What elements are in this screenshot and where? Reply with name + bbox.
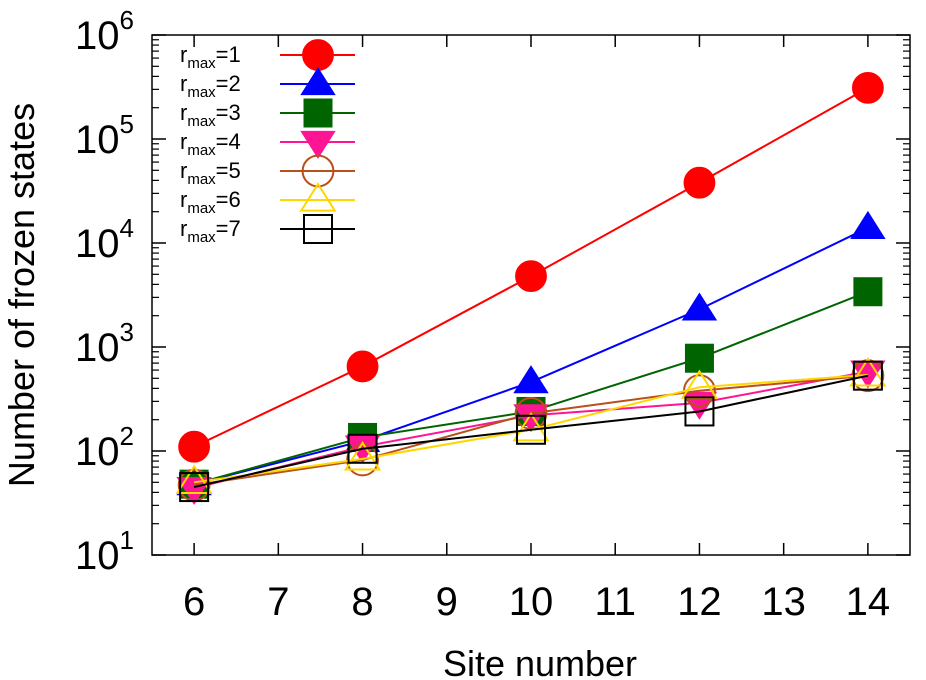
- plot-frame: [151, 34, 911, 556]
- y-tick-label: 101: [75, 525, 134, 578]
- point-marker: [303, 98, 333, 128]
- x-tick-label: 14: [846, 580, 891, 624]
- series-7: [179, 360, 883, 503]
- legend-entry-2: rmax=2: [180, 67, 355, 101]
- point-marker: [849, 356, 887, 387]
- point-marker: [300, 67, 336, 96]
- legend-label: rmax=5: [180, 158, 241, 188]
- point-marker: [684, 343, 714, 373]
- legend-label: rmax=4: [180, 129, 241, 159]
- x-tick-label: 13: [761, 580, 806, 624]
- legend-label: rmax=6: [180, 187, 241, 217]
- legend: rmax=1rmax=2rmax=3rmax=4rmax=5rmax=6rmax…: [180, 39, 355, 246]
- point-marker: [513, 365, 549, 394]
- x-tick-label: 8: [351, 580, 373, 624]
- point-marker: [303, 214, 333, 244]
- legend-entry-1: rmax=1: [180, 39, 355, 72]
- legend-entry-6: rmax=6: [180, 182, 355, 217]
- legend-label: rmax=2: [180, 71, 241, 101]
- series-line: [193, 374, 869, 489]
- x-tick-label: 9: [436, 580, 458, 624]
- point-marker: [850, 210, 886, 239]
- legend-label: rmax=1: [180, 42, 241, 72]
- point-marker: [175, 464, 213, 494]
- point-marker: [178, 430, 211, 463]
- series-layer: [175, 71, 887, 505]
- point-marker: [852, 360, 883, 391]
- y-tick-label: 102: [75, 421, 134, 474]
- point-marker: [300, 130, 336, 159]
- x-tick-label: 11: [594, 580, 636, 624]
- y-tick-label: 104: [75, 213, 134, 266]
- point-marker: [302, 39, 334, 71]
- point-marker: [681, 292, 718, 321]
- x-axis-label: Site number: [443, 643, 637, 680]
- point-marker: [343, 441, 382, 471]
- x-tick-label: 6: [183, 580, 205, 624]
- point-marker: [851, 71, 884, 104]
- x-tick-label: 7: [267, 580, 289, 624]
- y-tick-label: 106: [75, 5, 134, 58]
- point-marker: [515, 260, 547, 293]
- point-marker: [853, 277, 883, 307]
- legend-label: rmax=7: [180, 216, 241, 246]
- y-tick-label: 103: [75, 317, 134, 370]
- point-marker: [346, 350, 379, 383]
- series-1: [178, 71, 884, 463]
- point-marker: [301, 154, 335, 188]
- point-marker: [512, 411, 550, 442]
- ticks: 6 7 8 9 10 11 12 13 14 101 102 103 104 105 106: [75, 5, 910, 624]
- legend-entry-7: rmax=7: [180, 214, 355, 246]
- point-marker: [179, 472, 210, 503]
- point-marker: [299, 182, 337, 212]
- legend-entry-4: rmax=4: [180, 129, 355, 159]
- point-marker: [684, 396, 715, 427]
- x-tick-label: 10: [509, 580, 554, 624]
- series-2: [176, 210, 886, 496]
- point-marker: [516, 414, 546, 445]
- legend-entry-5: rmax=5: [180, 154, 355, 188]
- legend-label: rmax=3: [180, 100, 241, 130]
- y-tick-label: 105: [75, 109, 134, 162]
- point-marker: [683, 166, 716, 199]
- x-tick-label: 12: [677, 580, 722, 624]
- point-marker: [347, 433, 378, 464]
- legend-entry-3: rmax=3: [180, 98, 355, 130]
- y-axis-label: Number of frozen states: [1, 103, 42, 487]
